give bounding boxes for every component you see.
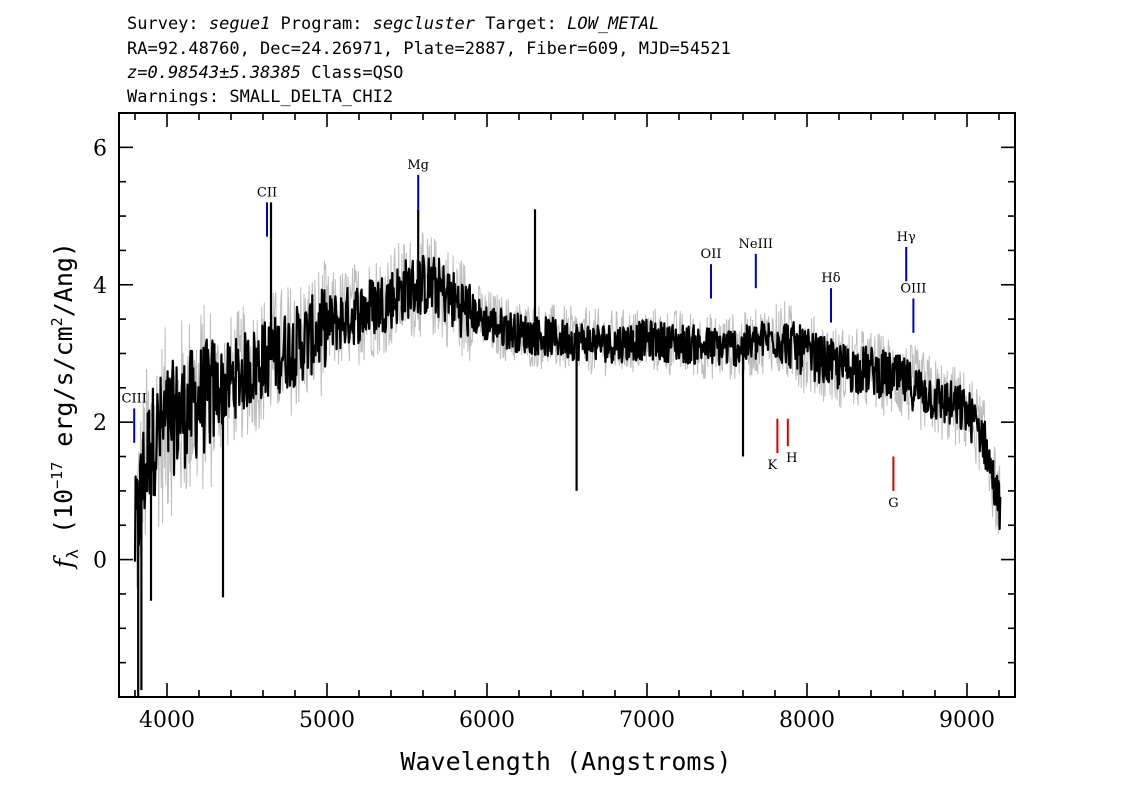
survey-value: segue1	[209, 14, 270, 34]
emission-label-CIII: CIII	[122, 391, 147, 406]
header-line-2: RA=92.48760, Dec=24.26971, Plate=2887, F…	[127, 39, 731, 59]
y-axis-subscript: λ	[63, 549, 82, 559]
emission-label-NeIII: NeIII	[739, 237, 773, 252]
target-label: Target:	[475, 14, 567, 34]
emission-line-OIII: OIII	[900, 282, 926, 333]
emission-label-OII: OII	[701, 247, 722, 262]
emission-label-CII: CII	[257, 185, 277, 200]
flux-series	[133, 254, 1002, 562]
x-tick-label: 4000	[139, 708, 195, 733]
y-axis-exponent2: 2	[48, 317, 66, 326]
y-tick-label: 4	[93, 274, 107, 299]
x-tick-label: 5000	[299, 708, 355, 733]
emission-label-Hγ: Hγ	[897, 230, 916, 245]
plot-frame	[118, 112, 1016, 698]
redshift-value: z=0.98543±5.38385	[127, 63, 301, 83]
y-tick-label: 0	[93, 549, 107, 574]
absorption-label-K: K	[768, 458, 778, 473]
absorption-line-G: G	[888, 456, 899, 511]
emission-line-NeIII: NeIII	[739, 237, 773, 289]
y-axis-units-before: (10	[49, 489, 78, 549]
absorption-label-G: G	[888, 496, 898, 511]
x-tick-label: 6000	[459, 708, 515, 733]
program-label: Program:	[270, 14, 372, 34]
emission-line-Mg: Mg	[407, 158, 429, 210]
y-axis-title: fλ (10−17 erg/s/cm2/Ang)	[48, 242, 82, 570]
x-axis-title: Wavelength (Angstroms)	[400, 747, 731, 776]
emission-line-Hδ: Hδ	[821, 271, 841, 323]
header-line-4: Warnings: SMALL_DELTA_CHI2	[127, 87, 393, 107]
y-axis-units-after: /Ang)	[49, 242, 78, 317]
axis-ticks: 4000 5000 6000 7000 8000 9000 0 2 4 6	[93, 112, 1015, 733]
emission-label-Mg: Mg	[407, 158, 429, 173]
class-value: Class=QSO	[301, 63, 403, 83]
plot-area: CIII CII Mg OII NeIII Hδ Hγ OIII K H G 4000 5000 600…	[93, 112, 1016, 733]
y-axis-exponent: −17	[48, 462, 66, 489]
absorption-line-H: H	[786, 418, 797, 466]
emission-label-OIII: OIII	[900, 282, 926, 297]
absorption-label-H: H	[786, 451, 797, 466]
x-tick-label: 9000	[939, 708, 995, 733]
y-tick-label: 6	[93, 136, 107, 161]
program-value: segcluster	[373, 14, 476, 34]
absorption-line-K: K	[768, 418, 779, 473]
x-tick-label: 8000	[779, 708, 835, 733]
x-tick-label: 7000	[619, 708, 675, 733]
y-axis-symbol: f	[49, 555, 78, 570]
emission-line-OII: OII	[701, 247, 722, 299]
spectral-line-markers: CIII CII Mg OII NeIII Hδ Hγ OIII K H G	[122, 158, 927, 511]
target-value: LOW_METAL	[567, 14, 659, 34]
survey-label: Survey:	[127, 14, 209, 34]
y-tick-label: 2	[93, 411, 107, 436]
emission-line-Hγ: Hγ	[897, 230, 916, 282]
header-line-1: Survey: segue1 Program: segcluster Targe…	[127, 14, 659, 34]
y-axis-units-mid: erg/s/cm	[49, 326, 78, 461]
emission-line-CII: CII	[257, 185, 277, 237]
emission-label-Hδ: Hδ	[821, 271, 840, 286]
emission-line-CIII: CIII	[122, 391, 147, 443]
header-line-3: z=0.98543±5.38385 Class=QSO	[127, 63, 403, 83]
header-block: Survey: segue1 Program: segcluster Targe…	[127, 14, 731, 107]
model-flux-series	[134, 232, 1001, 589]
